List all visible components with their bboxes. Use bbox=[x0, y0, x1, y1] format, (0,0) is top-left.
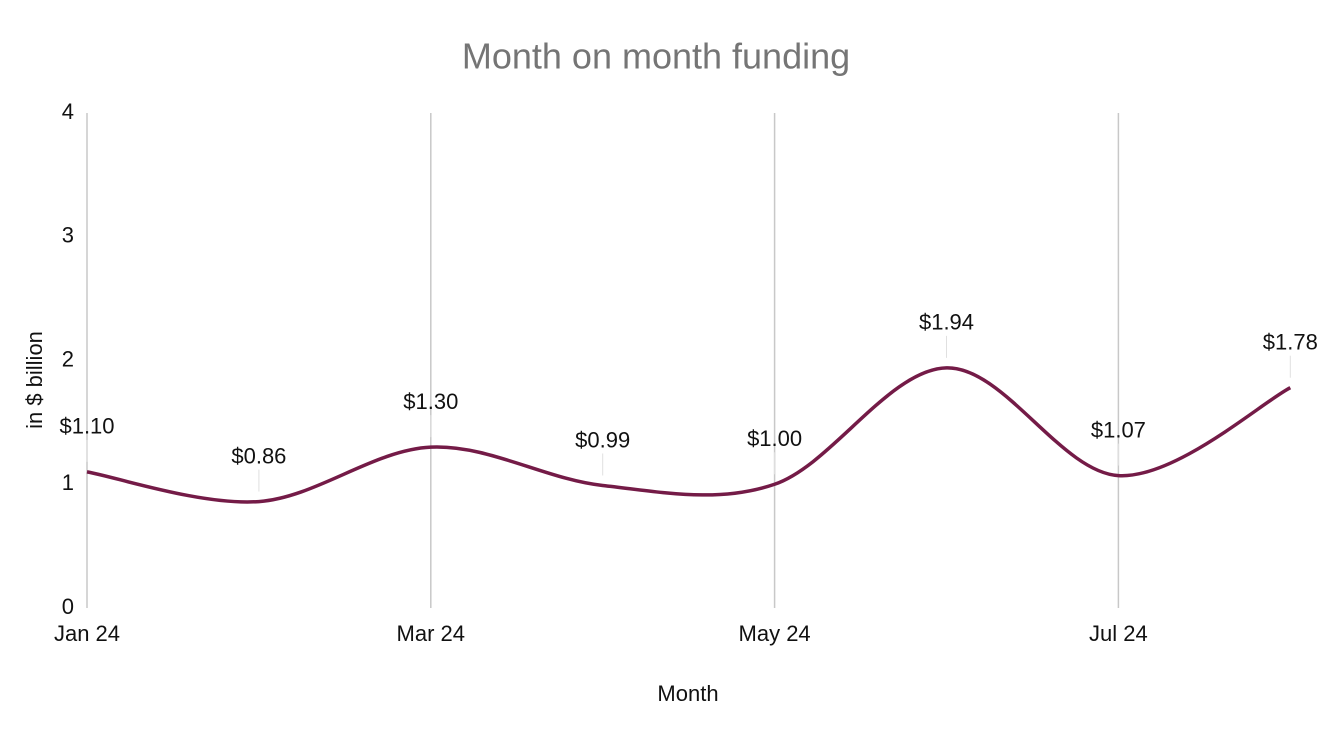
y-tick-label: 0 bbox=[62, 594, 74, 619]
data-label: $1.94 bbox=[919, 310, 974, 335]
x-tick-label: May 24 bbox=[739, 621, 811, 646]
y-tick-label: 4 bbox=[62, 99, 74, 124]
line bbox=[86, 366, 1292, 504]
x-tick-label: Jan 24 bbox=[54, 621, 120, 646]
y-tick-label: 3 bbox=[62, 223, 74, 248]
data-label: $1.07 bbox=[1091, 417, 1146, 442]
data-label: $1.78 bbox=[1263, 330, 1318, 355]
x-tick-label: Jul 24 bbox=[1089, 621, 1148, 646]
data-label: $1.10 bbox=[59, 414, 114, 439]
data-label: $1.00 bbox=[747, 426, 802, 451]
x-axis-label: Month bbox=[657, 681, 718, 706]
data-label: $0.86 bbox=[231, 443, 286, 468]
y-axis-label: in $ billion bbox=[22, 331, 47, 429]
chart-title: Month on month funding bbox=[462, 36, 850, 77]
x-tick-label: Mar 24 bbox=[397, 621, 465, 646]
y-tick-label: 2 bbox=[62, 346, 74, 371]
y-tick-label: 1 bbox=[62, 470, 74, 495]
data-label: $1.30 bbox=[403, 389, 458, 414]
data-label: $0.99 bbox=[575, 427, 630, 452]
